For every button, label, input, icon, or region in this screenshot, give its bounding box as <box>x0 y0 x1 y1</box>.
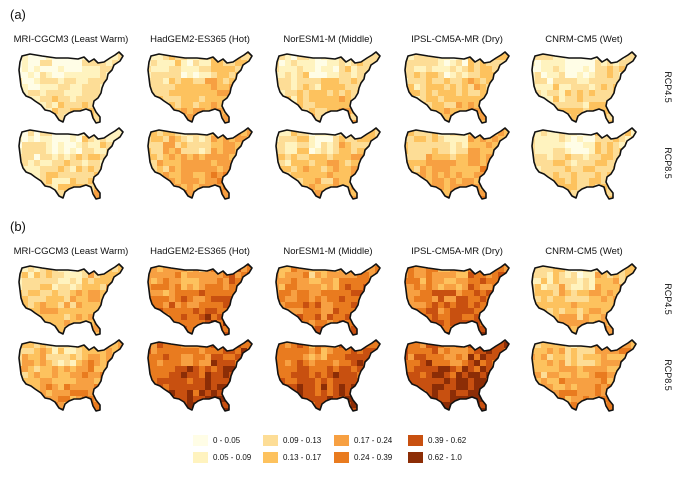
us-map <box>531 51 637 124</box>
model-title: CNRM-CM5 (Wet) <box>545 34 623 45</box>
legend-item: 0.09 - 0.13 <box>263 434 321 446</box>
map-cell <box>402 260 512 338</box>
map-cell <box>529 124 639 202</box>
map-cell <box>145 124 255 202</box>
scenario-label-text: RCP8.5 <box>663 359 673 391</box>
us-map <box>404 51 510 124</box>
legend-label: 0.62 - 1.0 <box>428 452 462 462</box>
panel-label: (a) <box>10 7 26 22</box>
legend-swatch <box>408 451 423 463</box>
map-cell <box>273 48 383 126</box>
model-title: MRI-CGCM3 (Least Warm) <box>13 246 129 257</box>
legend-swatch <box>334 451 349 463</box>
legend-swatch <box>263 434 278 446</box>
us-map <box>18 339 124 412</box>
legend-label: 0.05 - 0.09 <box>213 452 252 462</box>
map-cell <box>273 336 383 414</box>
model-title: MRI-CGCM3 (Least Warm) <box>13 34 129 45</box>
us-map <box>147 263 253 336</box>
map-cell <box>402 48 512 126</box>
model-title: CNRM-CM5 (Wet) <box>545 246 623 257</box>
legend-label: 0.09 - 0.13 <box>283 435 322 445</box>
map-cell <box>16 48 126 126</box>
us-map <box>18 51 124 124</box>
map-cell <box>402 124 512 202</box>
scenario-label-text: RCP4.5 <box>663 71 673 103</box>
legend-label: 0 - 0.05 <box>213 435 241 445</box>
us-map <box>275 127 381 200</box>
model-title: NorESM1-M (Middle) <box>283 34 373 45</box>
legend-item: 0.17 - 0.24 <box>334 434 392 446</box>
map-cell <box>16 336 126 414</box>
legend-item: 0 - 0.05 <box>193 434 240 446</box>
legend-swatch <box>193 451 208 463</box>
map-cell <box>16 260 126 338</box>
us-map <box>404 127 510 200</box>
us-map <box>18 263 124 336</box>
us-map <box>147 51 253 124</box>
us-map <box>18 127 124 200</box>
legend-item: 0.39 - 0.62 <box>408 434 466 446</box>
us-map <box>147 127 253 200</box>
us-map <box>275 339 381 412</box>
us-map <box>147 339 253 412</box>
scenario-label-text: RCP4.5 <box>663 283 673 315</box>
map-cell <box>145 48 255 126</box>
panel-label: (b) <box>10 219 26 234</box>
scenario-label: RCP8.5 <box>662 143 674 183</box>
legend-label: 0.39 - 0.62 <box>428 435 467 445</box>
scenario-label: RCP4.5 <box>662 279 674 319</box>
legend: 0 - 0.05 0.05 - 0.09 0.09 - 0.13 0.13 - 0.1… <box>193 434 493 476</box>
legend-swatch <box>408 434 423 446</box>
us-map <box>531 339 637 412</box>
legend-swatch <box>334 434 349 446</box>
map-cell <box>273 124 383 202</box>
us-map <box>404 339 510 412</box>
model-title: HadGEM2-ES365 (Hot) <box>150 246 250 257</box>
legend-label: 0.17 - 0.24 <box>354 435 393 445</box>
model-title: NorESM1-M (Middle) <box>283 246 373 257</box>
legend-item: 0.05 - 0.09 <box>193 451 251 463</box>
model-title: IPSL-CM5A-MR (Dry) <box>411 246 503 257</box>
legend-item: 0.62 - 1.0 <box>408 451 462 463</box>
us-map <box>404 263 510 336</box>
map-cell <box>145 260 255 338</box>
map-cell <box>529 260 639 338</box>
model-title: IPSL-CM5A-MR (Dry) <box>411 34 503 45</box>
legend-label: 0.13 - 0.17 <box>283 452 322 462</box>
legend-label: 0.24 - 0.39 <box>354 452 393 462</box>
scenario-label: RCP8.5 <box>662 355 674 395</box>
scenario-label-text: RCP8.5 <box>663 147 673 179</box>
legend-swatch <box>193 434 208 446</box>
map-cell <box>402 336 512 414</box>
map-cell <box>16 124 126 202</box>
us-map <box>275 51 381 124</box>
legend-item: 0.24 - 0.39 <box>334 451 392 463</box>
map-cell <box>273 260 383 338</box>
model-title: HadGEM2-ES365 (Hot) <box>150 34 250 45</box>
legend-swatch <box>263 451 278 463</box>
map-cell <box>529 48 639 126</box>
scenario-label: RCP4.5 <box>662 67 674 107</box>
map-cell <box>145 336 255 414</box>
legend-item: 0.13 - 0.17 <box>263 451 321 463</box>
us-map <box>275 263 381 336</box>
us-map <box>531 127 637 200</box>
us-map <box>531 263 637 336</box>
map-cell <box>529 336 639 414</box>
